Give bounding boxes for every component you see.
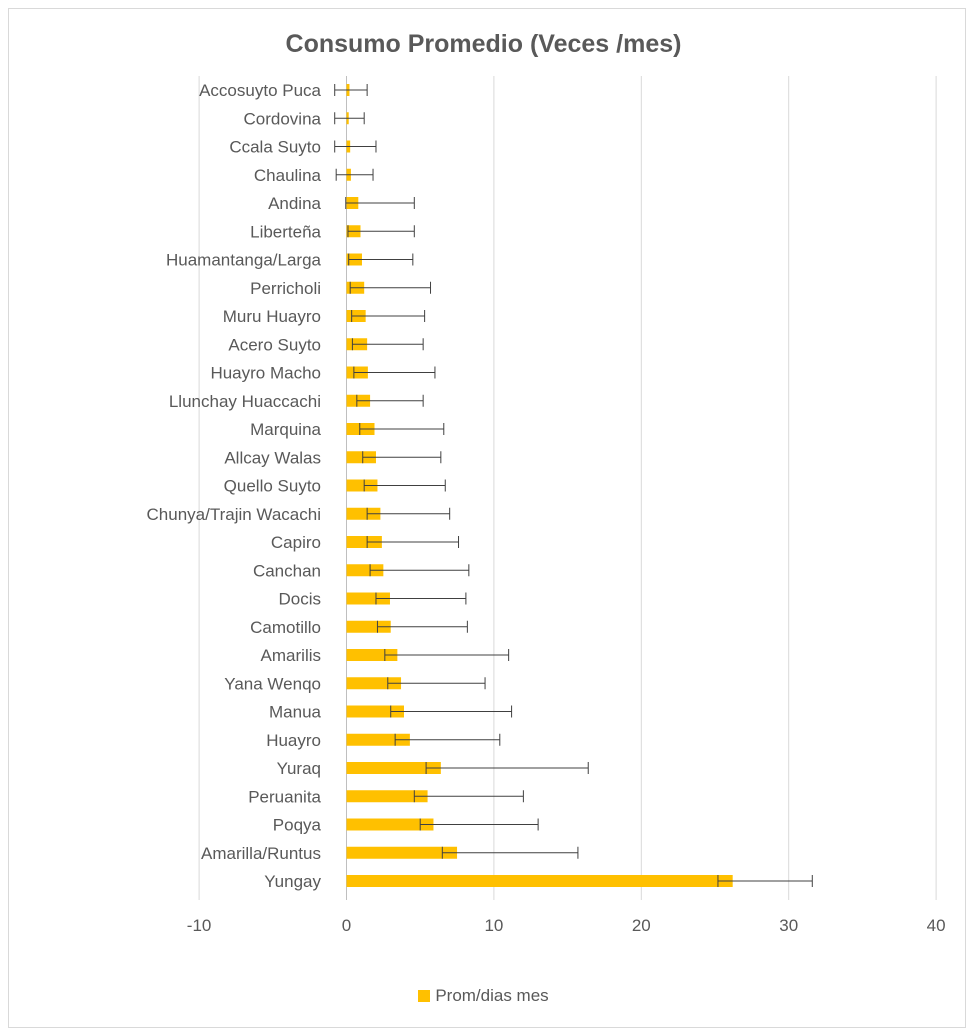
x-tick-labels: -10 0 10 20 30 40 (187, 916, 946, 935)
x-tick-label: 10 (484, 916, 503, 935)
category-label: Chaulina (254, 166, 322, 185)
x-tick-label: 20 (632, 916, 651, 935)
category-label: Accosuyto Puca (199, 81, 321, 100)
category-label: Amarilla/Runtus (201, 844, 321, 863)
category-label: Acero Suyto (228, 335, 321, 354)
x-tick-label: 0 (342, 916, 351, 935)
category-label: Peruanita (248, 787, 321, 806)
x-tick-label: 40 (927, 916, 946, 935)
category-label: Liberteña (250, 222, 321, 241)
category-label: Llunchay Huaccachi (169, 392, 321, 411)
category-label: Huayro (266, 731, 321, 750)
bar (347, 875, 733, 887)
bar (347, 847, 458, 859)
category-label: Marquina (250, 420, 321, 439)
legend-swatch (418, 990, 430, 1002)
category-label: Andina (268, 194, 321, 213)
x-tick-label: 30 (779, 916, 798, 935)
category-label: Yana Wenqo (224, 674, 321, 693)
category-label: Yungay (264, 872, 321, 891)
category-label: Manua (269, 703, 322, 722)
category-label: Camotillo (250, 618, 321, 637)
category-label: Canchan (253, 561, 321, 580)
category-label: Capiro (271, 533, 321, 552)
category-label: Quello Suyto (224, 477, 321, 496)
category-label: Perricholi (250, 279, 321, 298)
category-label: Huayro Macho (210, 364, 321, 383)
category-label: Muru Huayro (223, 307, 321, 326)
category-label: Cordovina (244, 109, 322, 128)
category-label: Ccala Suyto (229, 138, 321, 157)
category-label: Docis (278, 590, 321, 609)
category-label: Chunya/Trajin Wacachi (147, 505, 321, 524)
category-labels: Accosuyto Puca Cordovina Ccala Suyto Chauli… (147, 81, 322, 891)
legend: Prom/dias mes (0, 986, 967, 1006)
category-label: Allcay Walas (224, 448, 321, 467)
category-label: Yuraq (277, 759, 321, 778)
category-label: Amarilis (261, 646, 321, 665)
category-label: Huamantanga/Larga (166, 251, 322, 270)
legend-label: Prom/dias mes (435, 986, 548, 1005)
x-tick-label: -10 (187, 916, 212, 935)
category-label: Poqya (273, 816, 322, 835)
